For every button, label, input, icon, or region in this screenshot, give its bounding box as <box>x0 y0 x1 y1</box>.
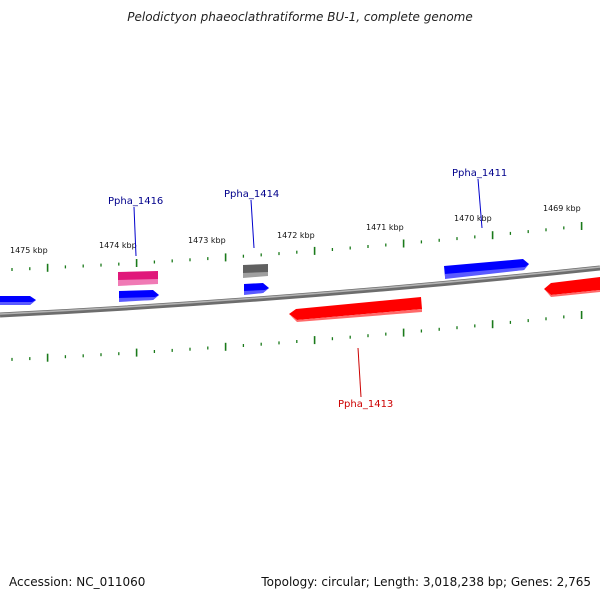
leader-line <box>477 178 483 229</box>
accession-label: Accession: NC_011060 <box>9 575 146 589</box>
kbp-labels: 1475 kbp 1474 kbp 1473 kbp 1472 kbp 1471… <box>10 204 581 255</box>
gene-label-ppha1411[interactable]: Ppha_1411 <box>452 168 507 179</box>
genome-summary: Topology: circular; Length: 3,018,238 bp… <box>261 575 591 589</box>
kbp-label: 1475 kbp <box>10 246 48 255</box>
kbp-label: 1473 kbp <box>188 236 226 245</box>
gene-feature-reverse-right-edge[interactable] <box>544 277 600 297</box>
kbp-label: 1474 kbp <box>99 241 137 250</box>
gene-feature-forward-ppha1411[interactable] <box>444 259 529 279</box>
leader-line <box>133 206 137 257</box>
map-title: Pelodictyon phaeoclathratiforme BU-1, co… <box>127 10 473 24</box>
tick-row-top <box>11 222 583 272</box>
gene-feature-forward-left-edge[interactable] <box>0 296 36 305</box>
gene-label-ppha1413[interactable]: Ppha_1413 <box>338 399 393 410</box>
gene-label-ppha1414[interactable]: Ppha_1414 <box>224 189 279 200</box>
kbp-label: 1472 kbp <box>277 231 315 240</box>
gene-feature-reverse-ppha1413[interactable] <box>289 297 422 322</box>
kbp-label: 1471 kbp <box>366 223 404 232</box>
gene-feature-pink[interactable] <box>118 271 158 286</box>
kbp-label: 1470 kbp <box>454 214 492 223</box>
tick-row-bottom <box>11 311 583 362</box>
genome-backbone <box>0 265 600 318</box>
leader-line <box>357 347 362 398</box>
gene-feature-gray[interactable] <box>243 264 268 278</box>
gene-feature-forward-ppha1414[interactable] <box>244 283 269 295</box>
kbp-label: 1469 kbp <box>543 204 581 213</box>
gene-label-ppha1416[interactable]: Ppha_1416 <box>108 196 163 207</box>
gene-feature-forward-ppha1416[interactable] <box>119 290 159 302</box>
leader-line <box>250 199 255 249</box>
